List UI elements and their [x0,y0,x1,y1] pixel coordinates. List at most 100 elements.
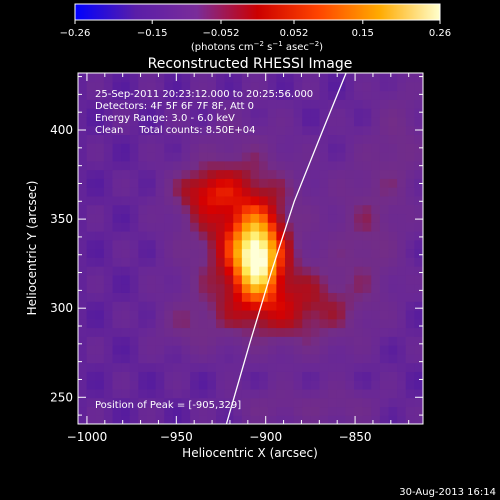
heatmap-cell [129,125,139,136]
heatmap-cell [336,204,346,215]
heatmap-cell [379,327,390,337]
heatmap-cell [129,230,139,241]
heatmap-cell [354,283,364,293]
heatmap-cell [216,213,226,223]
heatmap-cell [147,301,157,311]
heatmap-cell [328,371,338,381]
heatmap-cell [345,195,355,206]
heatmap-cell [138,292,148,302]
heatmap-cell [336,230,346,241]
heatmap-cell [233,336,243,346]
heatmap-cell [155,292,165,302]
heatmap-cell [86,327,96,337]
heatmap-cell [181,73,191,83]
heatmap-cell [241,415,252,424]
heatmap-cell [216,292,226,302]
heatmap-cell [388,248,398,258]
heatmap-cell [397,345,407,355]
heatmap-cell [129,371,139,381]
heatmap-cell [397,90,407,100]
heatmap-cell [103,301,114,311]
heatmap-cell [112,388,122,399]
heatmap-cell [285,301,295,311]
heatmap-cell [172,371,183,381]
heatmap-cell [155,73,165,83]
heatmap-cell [103,388,114,399]
heatmap-cell [112,90,122,100]
heatmap-cell [241,318,252,329]
heatmap-cell [172,415,183,424]
heatmap-cell [259,169,269,179]
heatmap-cell [233,318,243,329]
heatmap-cell [285,222,295,232]
heatmap-cell [379,406,390,416]
heatmap-cell [155,266,165,276]
heatmap-cell [207,178,217,188]
heatmap-cell [129,239,139,250]
heatmap-cell [95,108,105,118]
heatmap-cell [86,336,96,346]
heatmap-cell [397,134,407,144]
heatmap-cell [379,108,390,118]
heatmap-cell [379,239,390,250]
heatmap-cell [216,309,226,320]
heatmap-cell [86,99,96,109]
heatmap-cell [293,178,303,188]
heatmap-cell [121,213,131,223]
heatmap-cell [95,345,105,355]
heatmap-cell [250,151,260,162]
heatmap-cell [241,90,252,100]
heatmap-cell [86,274,96,285]
heatmap-cell [241,73,252,83]
heatmap-cell [78,230,88,241]
heatmap-cell [103,336,114,346]
heatmap-cell [354,301,364,311]
heatmap-cell [198,134,208,144]
heatmap-cell [78,90,88,100]
heatmap-cell [155,204,165,215]
heatmap-cell [371,371,381,381]
heatmap-cell [336,73,346,83]
heatmap-cell [216,116,226,127]
heatmap-cell [78,143,88,153]
heatmap-cell [121,151,131,162]
heatmap-cell [276,230,286,241]
heatmap-cell [336,292,346,302]
heatmap-cell [138,178,148,188]
heatmap-cell [397,169,407,179]
heatmap-cell [259,283,269,293]
heatmap-cell [155,134,165,144]
heatmap-cell [405,160,415,171]
heatmap-cell [405,143,415,153]
heatmap-cell [216,301,226,311]
heatmap-cell [285,292,295,302]
heatmap-cell [345,345,355,355]
heatmap-cell [259,380,269,390]
heatmap-cell [285,160,295,171]
heatmap-cell [103,169,114,179]
heatmap-cell [112,187,122,197]
heatmap-cell [285,90,295,100]
heatmap-cell [302,204,312,215]
x-tick-label: −850 [339,430,372,444]
heatmap-cell [86,309,96,320]
heatmap-cell [86,362,96,372]
heatmap-cell [112,353,122,364]
heatmap-cell [285,116,295,127]
heatmap-cell [276,415,286,424]
heatmap-cell [164,345,174,355]
heatmap-cell [86,125,96,136]
heatmap-cell [138,125,148,136]
heatmap-cell [405,362,415,372]
heatmap-cell [293,143,303,153]
heatmap-cell [250,230,260,241]
heatmap-cell [354,397,364,408]
heatmap-cell [388,230,398,241]
heatmap-cell [129,248,139,258]
heatmap-cell [224,81,234,92]
heatmap-cell [285,371,295,381]
heatmap-cell [285,283,295,293]
heatmap-cell [129,336,139,346]
heatmap-cell [354,222,364,232]
heatmap-cell [103,99,114,109]
